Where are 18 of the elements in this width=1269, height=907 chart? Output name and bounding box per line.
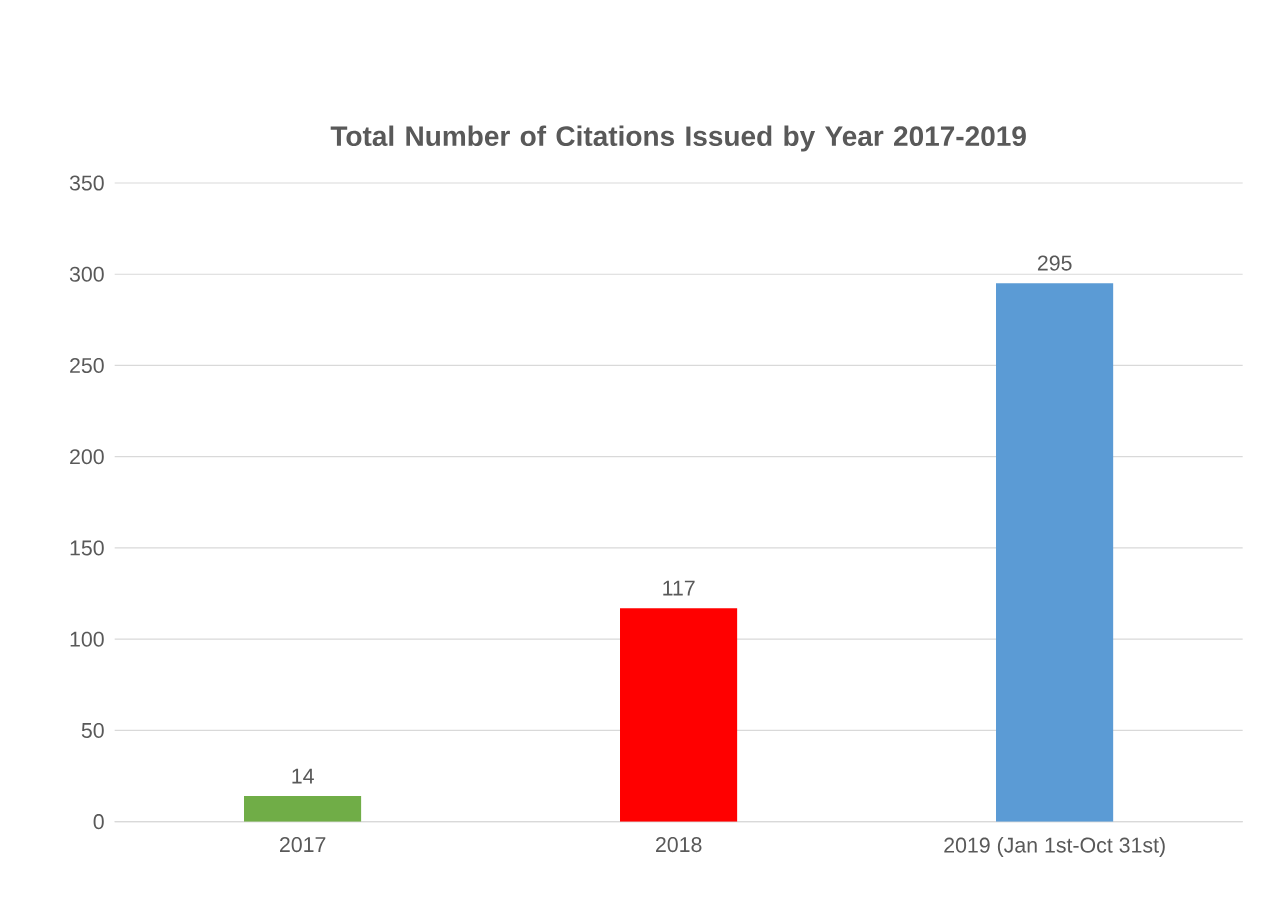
x-tick-label: 2019 (Jan 1st-Oct 31st) xyxy=(944,837,1165,857)
y-tick-label: 350 xyxy=(69,175,104,191)
data-label: 295 xyxy=(1037,255,1072,271)
y-tick-label: 100 xyxy=(70,631,104,647)
x-tick-label: 2017 xyxy=(280,837,326,853)
data-label: 117 xyxy=(663,580,695,596)
y-tick-label: 200 xyxy=(70,449,104,465)
y-tick-label: 250 xyxy=(70,357,104,374)
bar xyxy=(996,283,1114,822)
data-label: 14 xyxy=(292,768,314,784)
x-tick-label: 2018 xyxy=(656,837,702,853)
y-tick-label: 300 xyxy=(69,266,104,282)
bar xyxy=(620,608,738,822)
y-tick-label: 150 xyxy=(70,540,104,556)
chart-title: Total Number of Citations Issued by Year 2017-2019 xyxy=(330,125,1026,152)
y-tick-label: 0 xyxy=(93,814,104,830)
bar xyxy=(244,796,362,822)
y-tick-label: 50 xyxy=(81,722,104,738)
